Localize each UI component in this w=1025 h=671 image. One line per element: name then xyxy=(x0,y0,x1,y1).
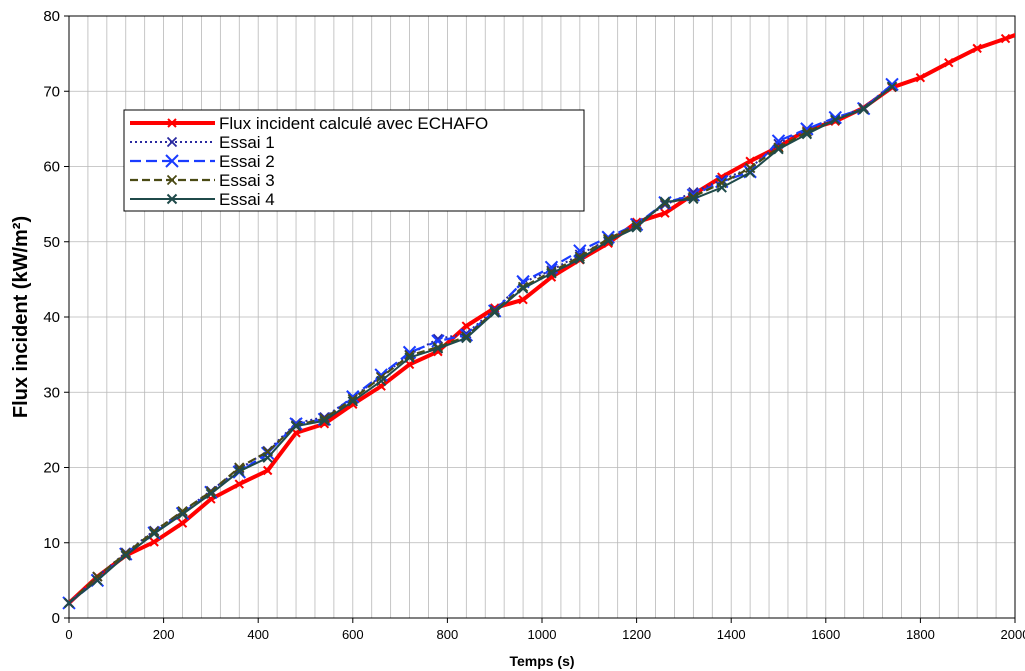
data-point-marker xyxy=(773,143,784,155)
data-point-marker xyxy=(177,506,188,517)
series-essai-4 xyxy=(63,81,898,609)
legend-item: Essai 2 xyxy=(130,152,275,171)
data-point-marker xyxy=(972,43,982,54)
data-point-marker xyxy=(205,488,217,500)
y-tick-label: 70 xyxy=(43,83,60,100)
data-point-marker xyxy=(489,307,500,318)
x-tick-label: 400 xyxy=(247,627,269,642)
x-tick-label: 0 xyxy=(65,627,72,642)
data-point-marker xyxy=(546,268,557,279)
data-point-marker xyxy=(120,548,131,559)
x-tick-label: 600 xyxy=(342,627,364,642)
y-tick-label: 0 xyxy=(52,610,60,627)
data-point-marker xyxy=(375,375,387,387)
data-point-marker xyxy=(461,321,472,331)
data-point-marker xyxy=(347,393,358,405)
x-tick-label: 1600 xyxy=(811,627,840,642)
y-tick-label: 50 xyxy=(43,234,60,251)
data-point-marker xyxy=(289,417,303,431)
data-point-marker xyxy=(120,550,131,561)
data-point-marker xyxy=(688,193,699,205)
x-tick-label: 1400 xyxy=(717,627,746,642)
data-point-marker xyxy=(177,508,188,520)
y-axis-title: Flux incident (kW/m²) xyxy=(10,216,32,418)
legend-marker xyxy=(165,154,179,168)
data-point-marker xyxy=(177,518,188,528)
x-tick-label: 1000 xyxy=(528,627,557,642)
legend-label: Essai 1 xyxy=(219,133,275,152)
data-point-marker xyxy=(63,597,75,609)
legend-label: Essai 3 xyxy=(219,171,275,190)
data-point-marker xyxy=(347,396,359,407)
data-point-marker xyxy=(915,72,926,83)
legend-label: Flux incident calculé avec ECHAFO xyxy=(219,114,488,133)
x-axis-title: Temps (s) xyxy=(509,653,574,669)
data-point-marker xyxy=(858,104,869,115)
y-tick-label: 60 xyxy=(43,159,60,176)
data-point-marker xyxy=(290,420,302,432)
data-point-marker xyxy=(376,372,387,383)
x-tick-label: 1200 xyxy=(622,627,651,642)
legend-marker xyxy=(167,118,177,128)
data-point-marker xyxy=(659,196,671,208)
legend-marker xyxy=(166,193,178,205)
grid xyxy=(68,15,1016,619)
data-point-marker xyxy=(404,350,415,361)
data-point-marker xyxy=(744,167,756,178)
y-tick-label: 20 xyxy=(43,460,60,477)
data-point-marker xyxy=(92,575,103,586)
series-line xyxy=(69,85,893,604)
data-point-marker xyxy=(659,198,671,209)
legend-marker xyxy=(166,174,178,186)
x-tick-label: 1800 xyxy=(906,627,935,642)
data-point-marker xyxy=(801,128,813,140)
data-point-marker xyxy=(1000,33,1011,44)
data-point-marker xyxy=(461,332,472,344)
data-point-marker xyxy=(148,528,160,539)
legend-item: Flux incident calculé avec ECHAFO xyxy=(130,114,488,133)
legend-label: Essai 4 xyxy=(219,190,275,209)
data-point-marker xyxy=(234,479,244,489)
data-point-marker xyxy=(262,452,273,463)
data-point-marker xyxy=(631,222,642,233)
y-tick-label: 40 xyxy=(43,309,60,326)
data-point-marker xyxy=(404,359,415,370)
x-tick-label: 200 xyxy=(153,627,175,642)
data-point-marker xyxy=(319,415,330,427)
data-point-marker xyxy=(234,466,245,477)
data-point-marker xyxy=(149,537,159,547)
data-point-marker xyxy=(745,156,755,166)
data-point-marker xyxy=(518,294,528,305)
data-point-marker xyxy=(944,57,954,68)
data-point-marker xyxy=(574,253,586,265)
data-point-marker xyxy=(603,235,614,247)
x-tick-label: 800 xyxy=(437,627,459,642)
legend-label: Essai 2 xyxy=(219,152,275,171)
series-group xyxy=(62,32,1015,610)
data-point-marker xyxy=(830,114,841,126)
data-point-marker xyxy=(262,465,273,476)
data-point-marker xyxy=(149,526,160,537)
data-point-marker xyxy=(205,486,217,497)
data-point-marker xyxy=(716,182,727,193)
y-tick-label: 80 xyxy=(43,8,60,25)
y-tick-label: 30 xyxy=(43,384,60,401)
data-point-marker xyxy=(886,81,898,92)
legend-marker xyxy=(166,136,178,148)
data-point-marker xyxy=(92,571,103,582)
data-point-marker xyxy=(432,343,444,354)
data-point-marker xyxy=(660,208,670,218)
legend-item: Essai 4 xyxy=(130,190,275,209)
y-tick-label: 10 xyxy=(43,535,60,552)
data-point-marker xyxy=(517,283,529,294)
legend-item: Essai 1 xyxy=(130,133,275,152)
data-point-marker xyxy=(404,352,415,363)
legend-item: Essai 3 xyxy=(130,171,275,190)
